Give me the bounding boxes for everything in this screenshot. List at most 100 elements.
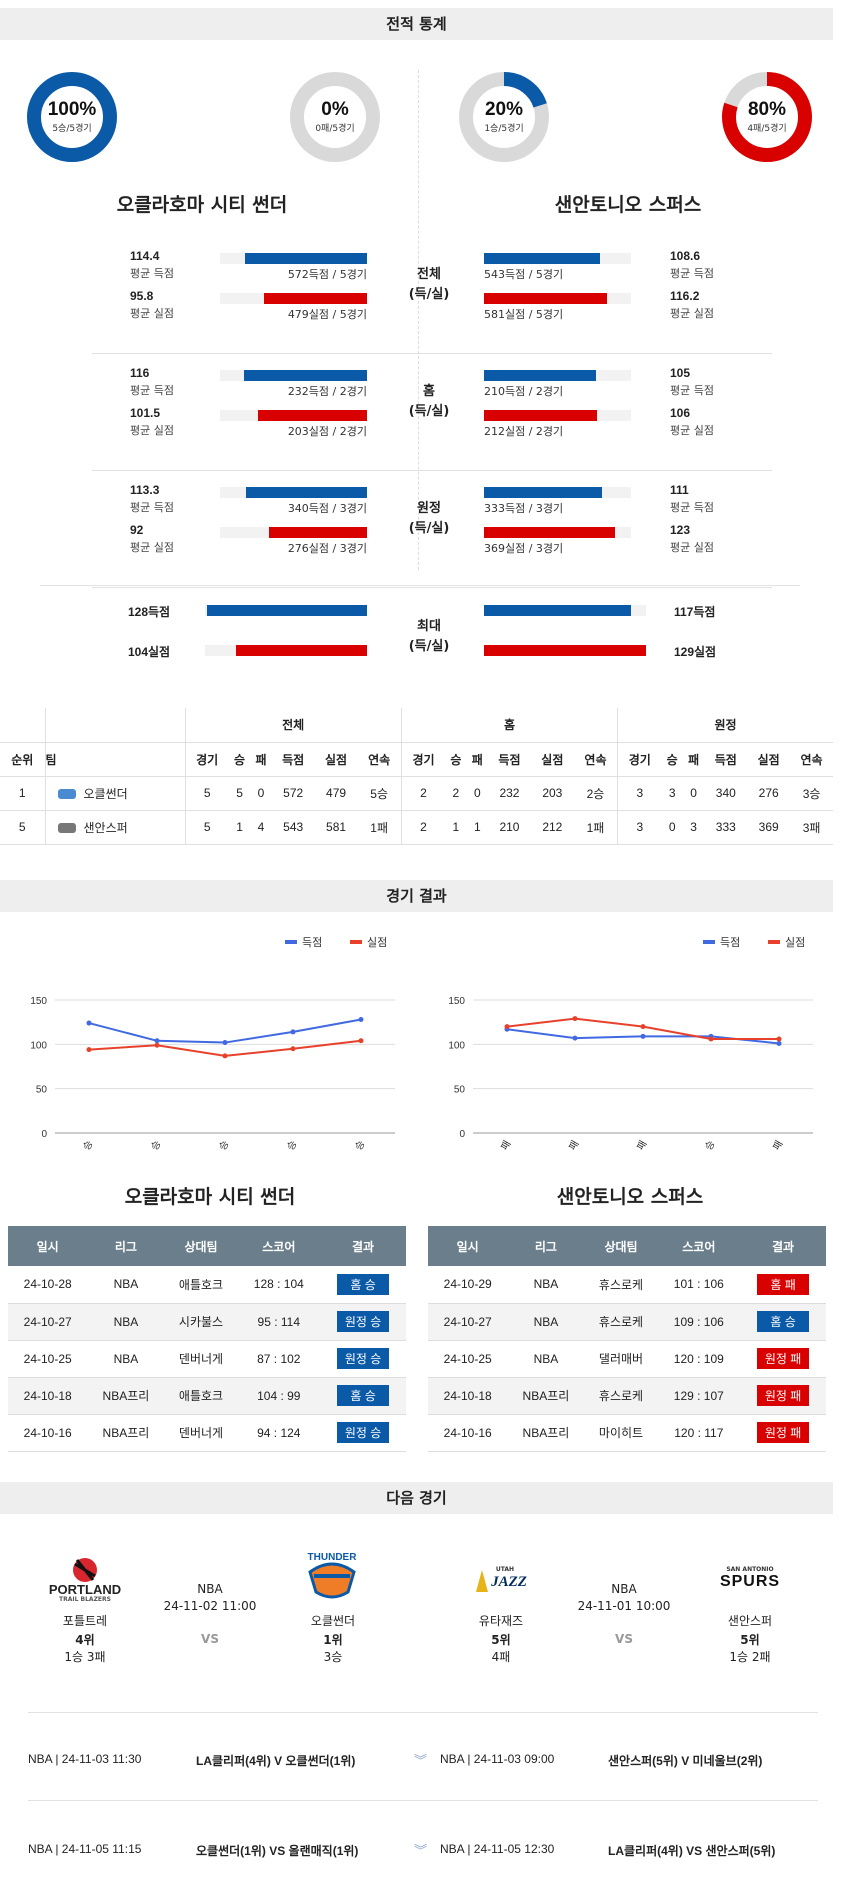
league-cell: NBA	[507, 1303, 585, 1341]
league-cell: NBA프리	[507, 1377, 585, 1415]
standings-cell: 3	[617, 810, 662, 845]
table-row: 24-10-18 NBA프리 휴스로케 129 : 107 원정 패	[428, 1377, 826, 1415]
standings-cell: 0	[682, 776, 705, 811]
stat-right-allow: 129실점	[674, 645, 717, 659]
donut-track	[290, 72, 380, 162]
schedule-left-match[interactable]: LA클리퍼(4위) V 오클썬더(1위)	[196, 1754, 356, 1768]
section-title-stats: 전적 통계	[0, 8, 833, 40]
next-right-away-name: 샌안스퍼	[727, 1614, 773, 1628]
divider	[92, 587, 772, 588]
bar-fill-right-allow	[484, 645, 646, 656]
standings-cell: 1패	[573, 810, 619, 845]
jazz-logo-sub: UTAH	[495, 1566, 515, 1573]
divider	[40, 585, 800, 586]
stat-right-score: 111	[670, 483, 689, 497]
result-cell: 홈 승	[320, 1266, 406, 1304]
bar-caption-left-allow: 479실점 / 5경기	[287, 308, 367, 321]
data-point	[222, 1053, 228, 1059]
schedule-right-meta: NBA | 24-11-03 09:00	[440, 1752, 555, 1766]
stat-group-sub: (득/실)	[408, 404, 450, 419]
data-point	[776, 1040, 782, 1046]
schedule-left-match[interactable]: 오클썬더(1위) VS 올랜매직(1위)	[196, 1844, 359, 1858]
bar-caption-left-score: 572득점 / 5경기	[287, 268, 367, 281]
spurs-small-icon	[57, 823, 76, 834]
standings-cell: 2승	[573, 776, 619, 811]
standings-cell: 0	[250, 776, 272, 811]
donut-percent: 80%	[747, 99, 787, 120]
bar-caption-left-allow: 276실점 / 3경기	[287, 542, 367, 555]
stat-right-score: 105	[670, 366, 691, 380]
data-point	[776, 1036, 782, 1042]
bar-fill-left-score	[246, 487, 367, 498]
standings-table: 전체 홈 원정 순위 팀 경기 승 패 득점 실점 연속 경기 승 패 득점 실점 연속 경기 승 패 득점 실점 연…	[0, 708, 833, 845]
group-overall: 전체	[185, 708, 402, 743]
standings-cell: 5	[185, 810, 229, 845]
x-tick-label: 승	[217, 1139, 232, 1153]
opponent-cell: 휴스로케	[584, 1303, 658, 1341]
standings-cell: 212	[530, 810, 574, 845]
stat-left-score: 113.3	[130, 483, 160, 497]
standings-cell: 1패	[357, 810, 402, 845]
results-col-header: 일시	[8, 1226, 88, 1266]
series-line-0	[88, 1018, 362, 1044]
stat-right-score-label: 평균 득점	[670, 384, 714, 397]
divider	[28, 1800, 818, 1801]
result-badge: 홈 승	[337, 1385, 390, 1406]
data-point	[290, 1046, 296, 1052]
next-left-vs: VS	[201, 1632, 219, 1646]
schedule-right-match[interactable]: LA클리퍼(4위) VS 샌안스퍼(5위)	[608, 1844, 776, 1858]
date-cell: 24-10-27	[428, 1303, 508, 1341]
table-row: 24-10-29 NBA 휴스로케 101 : 106 홈 패	[428, 1266, 826, 1304]
donut-caption: 1승/5경기	[484, 124, 524, 134]
jazz-logo-text: JAZZ	[491, 1574, 527, 1590]
data-point	[222, 1040, 228, 1046]
jazz-logo	[470, 1566, 530, 1596]
standings-cell: 1	[228, 810, 251, 845]
data-point	[358, 1017, 364, 1023]
table-row: 24-10-16 NBA프리 덴버너게 94 : 124 원정 승	[8, 1414, 406, 1452]
stat-left-score: 128득점	[128, 605, 171, 619]
score-cell: 129 : 107	[657, 1377, 741, 1415]
standings-cell: 5	[228, 776, 251, 811]
portland-logo-text: PORTLAND	[48, 1582, 122, 1597]
y-tick-label: 150	[30, 996, 47, 1007]
next-right-away-record: 1승 2패	[729, 1650, 771, 1664]
standings-cell: 210	[488, 810, 531, 845]
stat-group-label: 원정	[417, 501, 441, 516]
group-home: 홈	[401, 708, 619, 743]
opponent-cell: 시카불스	[164, 1303, 238, 1341]
spurs-logo-text: SPURS	[719, 1573, 781, 1590]
standings-cell: 2	[401, 776, 446, 811]
next-left-league: NBA	[197, 1582, 223, 1596]
legend-label: 득점	[720, 936, 740, 949]
schedule-right-match[interactable]: 샌안스퍼(5위) V 미네울브(2위)	[608, 1754, 763, 1768]
data-point	[358, 1038, 364, 1044]
standings-team[interactable]: 샌안스퍼	[45, 810, 186, 845]
opponent-cell: 마이히트	[584, 1414, 658, 1452]
result-cell: 원정 패	[740, 1414, 826, 1452]
legend-label: 실점	[785, 936, 805, 949]
next-left-home-record: 1승 3패	[64, 1650, 106, 1664]
result-cell: 원정 승	[320, 1340, 406, 1378]
table-row: 24-10-27 NBA 시카불스 95 : 114 원정 승	[8, 1303, 406, 1341]
data-point	[290, 1029, 296, 1035]
bar-fill-left-score	[244, 253, 367, 264]
standings-cell: 276	[747, 776, 791, 811]
stat-left-allow: 104실점	[128, 645, 171, 659]
stat-left-score-label: 평균 득점	[130, 384, 174, 397]
standings-team[interactable]: 오클썬더	[45, 776, 186, 811]
standings-col-header: 경기	[401, 742, 446, 777]
league-cell: NBA	[87, 1340, 165, 1378]
header-blank	[45, 708, 186, 743]
portland-logo-sub: TRAIL BLAZERS	[59, 1596, 111, 1603]
result-badge: 원정 승	[337, 1422, 390, 1443]
score-cell: 94 : 124	[237, 1414, 321, 1452]
x-tick-label: 승	[353, 1139, 368, 1153]
standings-cell: 203	[530, 776, 574, 811]
x-tick-label: 패	[567, 1139, 582, 1153]
y-tick-label: 50	[454, 1085, 466, 1096]
x-tick-label: 승	[149, 1139, 164, 1153]
team-name-right: 샌안토니오 스퍼스	[554, 194, 702, 216]
opponent-cell: 덴버너게	[164, 1414, 238, 1452]
